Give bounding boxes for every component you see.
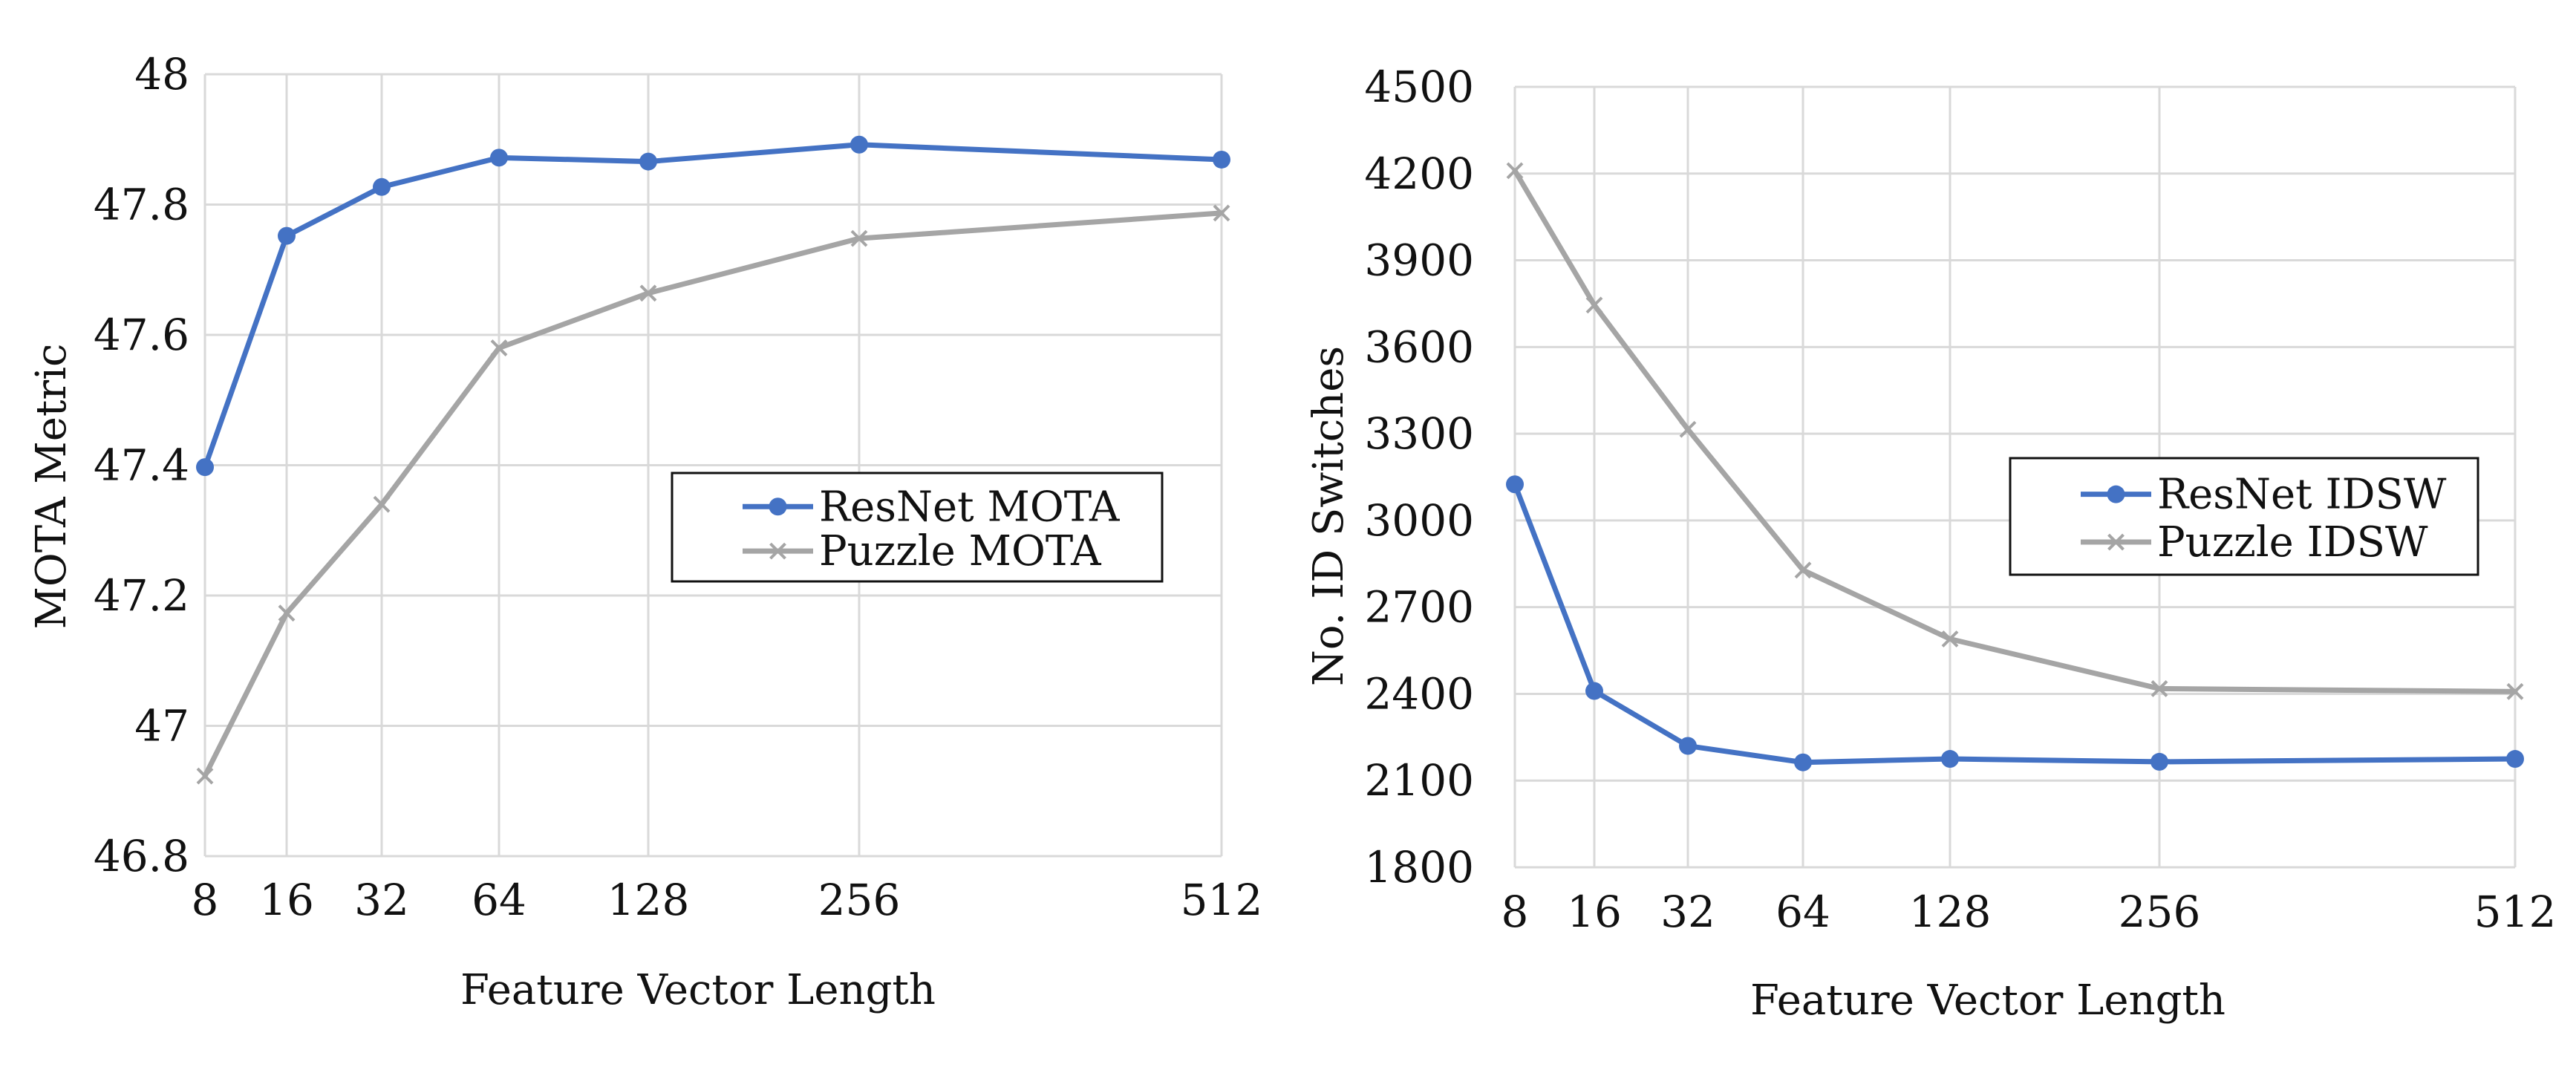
x-tick-label: 256 — [2119, 887, 2201, 937]
x-tick-label: 16 — [259, 875, 314, 925]
x-tick-label: 8 — [1501, 887, 1529, 937]
x-tick-label: 64 — [1776, 887, 1830, 937]
data-point — [1506, 162, 1524, 180]
data-point — [1794, 753, 1812, 771]
y-axis-label: No. ID Switches — [1305, 346, 1353, 686]
y-tick-label: 3000 — [1364, 495, 1474, 546]
y-tick-label: 48 — [134, 49, 189, 100]
legend-box — [671, 472, 1164, 583]
x-tick-label: 256 — [818, 875, 901, 925]
chart-2: 1800 2100 2400 2700 3000 3300 3600 3900 4200 4500… — [1305, 62, 2556, 1025]
legend-marker — [2107, 533, 2125, 551]
data-point — [639, 152, 657, 171]
y-tick-label: 47.6 — [94, 310, 189, 360]
y-tick-label: 47.8 — [94, 180, 189, 230]
y-tick-label: 2700 — [1364, 582, 1474, 633]
y-tick-label: 4500 — [1364, 62, 1474, 112]
legend-label: ResNet IDSW — [2157, 471, 2447, 519]
legend-marker — [769, 542, 786, 560]
y-tick-label: 46.8 — [94, 831, 189, 881]
y-tick-label: 2100 — [1364, 755, 1474, 806]
data-point — [1679, 420, 1697, 438]
y-tick-label: 3600 — [1364, 322, 1474, 372]
y-tick-label: 1800 — [1364, 842, 1474, 893]
data-point — [278, 226, 296, 245]
y-tick-label: 47.2 — [94, 570, 189, 621]
data-point — [1213, 150, 1230, 169]
y-tick-label: 2400 — [1364, 668, 1474, 719]
data-point — [196, 767, 214, 785]
data-point — [1585, 296, 1603, 314]
data-point — [490, 149, 508, 167]
x-tick-label: 128 — [1909, 887, 1992, 937]
data-point — [373, 177, 391, 196]
data-point — [1213, 204, 1230, 222]
y-tick-label: 3900 — [1364, 235, 1474, 286]
y-tick-label: 47 — [134, 701, 189, 751]
legend-label: Puzzle IDSW — [2157, 518, 2428, 567]
data-point — [850, 229, 868, 247]
x-tick-label: 64 — [472, 875, 526, 925]
data-point — [2506, 682, 2524, 700]
y-tick-label: 3300 — [1364, 408, 1474, 459]
x-tick-label: 32 — [1660, 887, 1715, 937]
data-point — [1794, 561, 1812, 579]
legend-marker — [769, 498, 787, 516]
series-line-1 — [202, 142, 1225, 470]
x-tick-label: 8 — [192, 875, 219, 925]
series-line-2 — [1512, 168, 2518, 694]
data-point — [490, 339, 508, 356]
data-point — [278, 604, 296, 622]
data-point — [1941, 750, 1959, 769]
legend-label: Puzzle MOTA — [819, 527, 1101, 575]
x-tick-label: 512 — [2474, 887, 2557, 937]
chart-1: 46.8 47 47.2 47.4 47.6 47.8 48 8 16 32 64 128 256 512… — [27, 49, 1262, 1014]
data-point — [639, 284, 657, 302]
x-tick-label: 16 — [1567, 887, 1622, 937]
x-tick-label: 32 — [354, 875, 409, 925]
y-tick-label: 4200 — [1364, 149, 1474, 199]
legend-box — [2009, 457, 2479, 576]
y-tick-label: 47.4 — [94, 440, 189, 491]
data-point — [373, 495, 391, 513]
x-axis-label: Feature Vector Length — [460, 966, 936, 1014]
data-point — [1585, 682, 1603, 700]
x-tick-label: 128 — [607, 875, 690, 925]
data-point — [1679, 737, 1697, 755]
x-axis-label: Feature Vector Length — [1750, 976, 2226, 1025]
x-tick-label: 512 — [1181, 875, 1263, 925]
data-point — [2151, 680, 2168, 697]
data-point — [850, 135, 868, 154]
legend-marker — [2107, 485, 2125, 503]
data-point — [1506, 475, 1524, 494]
y-axis-label: MOTA Metric — [27, 344, 76, 630]
data-point — [2151, 752, 2168, 771]
data-point — [196, 458, 214, 477]
legend-label: ResNet MOTA — [819, 483, 1120, 531]
data-point — [1941, 630, 1959, 647]
data-point — [2506, 750, 2524, 769]
